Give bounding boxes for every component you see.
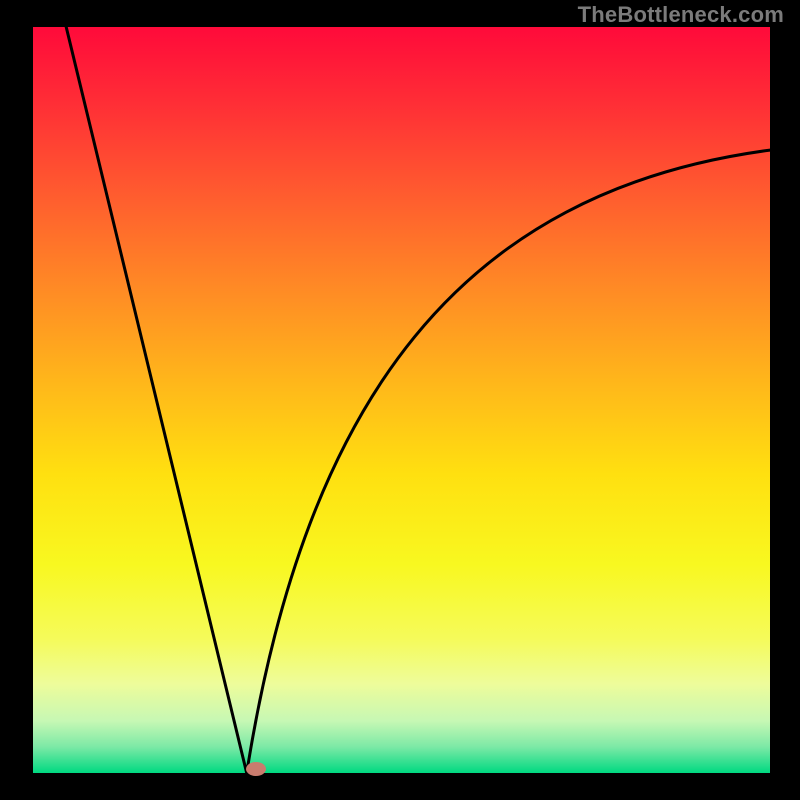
plot-area [33,27,770,773]
curve-path [66,27,770,773]
apex-marker [246,762,266,776]
bottleneck-curve [33,27,770,773]
watermark-text: TheBottleneck.com [578,2,784,28]
chart-frame: TheBottleneck.com [0,0,800,800]
